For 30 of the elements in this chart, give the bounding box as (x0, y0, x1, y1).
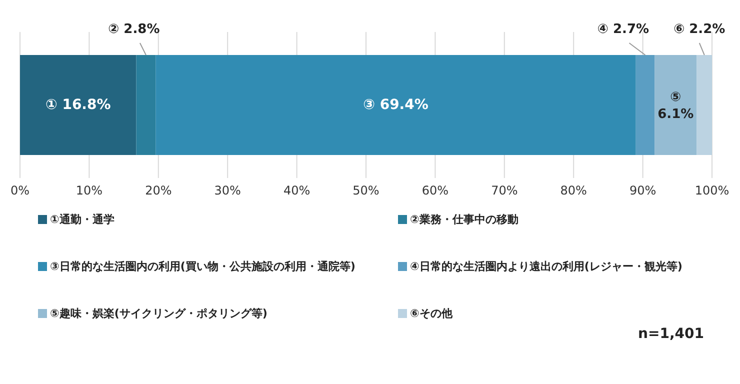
data-label: ⑤ 6.1% (658, 90, 694, 122)
x-tick-label: 20% (145, 184, 172, 198)
bar (20, 55, 136, 155)
legend-label: ②業務・仕事中の移動 (410, 213, 518, 226)
legend-label: ④日常的な生活圏内より遠出の利用(レジャー・観光等) (410, 260, 682, 273)
text: n=1,401 (638, 326, 704, 342)
legend-label: ⑥その他 (410, 307, 452, 320)
x-tick-label: 70% (491, 184, 518, 198)
x-tick-label: 80% (560, 184, 587, 198)
legend-label: ⑤趣味・娯楽(サイクリング・ポタリング等) (50, 307, 268, 320)
legend-label: ③日常的な生活圏内の利用(買い物・公共施設の利用・通院等) (50, 260, 356, 273)
x-tick-label: 60% (422, 184, 449, 198)
x-tick-label: 100% (694, 184, 730, 198)
data-label: ① 16.8% (45, 97, 111, 113)
data-label: ③ 69.4% (363, 97, 428, 113)
bar (156, 55, 636, 155)
bar (636, 55, 655, 155)
data-label: ⑥ 2.2% (674, 22, 726, 37)
x-tick-label: 40% (283, 184, 310, 198)
x-tick-label: 10% (76, 184, 103, 198)
bar (136, 55, 156, 155)
legend-label: ①通勤・通学 (50, 213, 114, 226)
x-tick-label: 30% (214, 184, 241, 198)
x-tick-label: 0% (10, 184, 30, 198)
data-label: ④ 2.7% (597, 22, 650, 37)
x-tick-label: 50% (352, 184, 380, 198)
x-tick-label: 90% (629, 184, 656, 198)
data-label: ② 2.8% (108, 22, 160, 37)
bar (654, 55, 697, 155)
bar (696, 55, 712, 155)
